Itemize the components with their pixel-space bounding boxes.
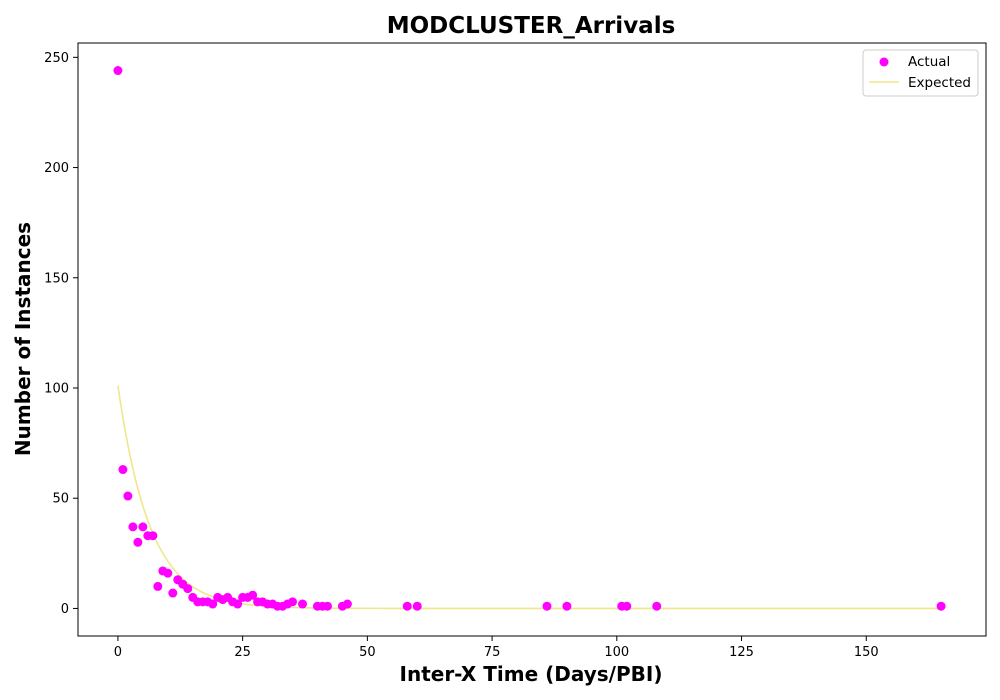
actual-point [128,522,138,532]
actual-point [233,599,243,609]
actual-point [288,597,298,607]
y-tick-label: 0 [61,602,69,617]
actual-series [113,66,946,611]
y-tick-label: 100 [44,381,69,396]
actual-point [248,590,258,600]
actual-point [118,465,128,475]
x-tick-label: 150 [854,645,879,660]
actual-point [622,601,632,611]
actual-point [936,601,946,611]
actual-point [208,599,218,609]
legend-expected-label: Expected [908,75,971,91]
actual-point [652,601,662,611]
actual-point [163,568,173,578]
legend-actual-label: Actual [908,54,950,70]
x-tick-label: 75 [484,645,501,660]
x-axis-label: Inter-X Time (Days/PBI) [400,662,663,686]
chart-title: MODCLUSTER_Arrivals [387,13,676,39]
actual-point [562,601,572,611]
x-tick-label: 100 [604,645,629,660]
x-tick-label: 0 [114,645,122,660]
actual-point [322,601,332,611]
actual-point [113,66,123,76]
actual-point [133,537,143,547]
legend-frame [862,49,979,97]
legend-actual-marker [879,57,889,67]
actual-point [123,491,133,501]
y-tick-label: 200 [44,161,69,176]
plot-frame [77,42,987,637]
x-axis-ticks: 0 25 50 75 100 125 150 [114,636,879,660]
y-axis-label: Number of Instances [11,222,35,456]
y-tick-label: 250 [44,51,69,66]
legend: Actual Expected [862,49,979,97]
actual-point [412,601,422,611]
y-tick-label: 50 [52,492,69,507]
y-axis-ticks: 0 50 100 150 200 250 [44,51,78,617]
plot-area [77,42,987,637]
x-tick-label: 25 [234,645,251,660]
actual-point [402,601,412,611]
actual-point [148,531,158,541]
actual-point [183,584,193,594]
actual-point [342,599,352,609]
actual-point [138,522,148,532]
x-tick-label: 50 [359,645,376,660]
actual-point [168,588,178,598]
actual-point [153,581,163,591]
y-tick-label: 150 [44,271,69,286]
actual-point [542,601,552,611]
actual-point [298,599,308,609]
x-tick-label: 125 [729,645,754,660]
